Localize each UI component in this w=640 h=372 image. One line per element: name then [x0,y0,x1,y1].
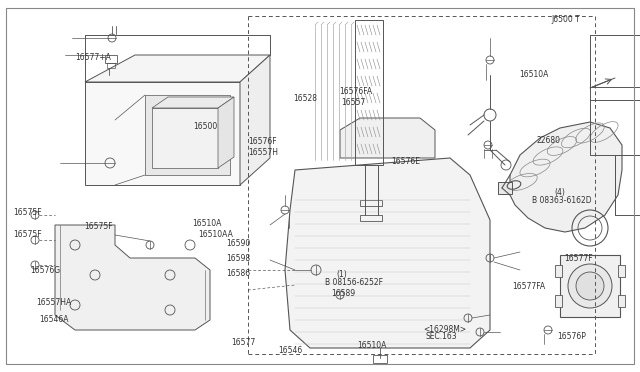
Polygon shape [240,55,270,185]
Text: 16575F: 16575F [84,222,113,231]
Text: 16575F: 16575F [13,230,42,239]
Circle shape [576,272,604,300]
Polygon shape [340,118,435,158]
Bar [360,200,382,206]
Text: (4): (4) [554,188,565,197]
Bar [590,100,640,155]
Text: 16589: 16589 [332,289,356,298]
Bar [615,155,640,215]
Polygon shape [152,108,218,168]
Text: B 08363-6162D: B 08363-6162D [532,196,592,205]
Text: 16577F: 16577F [564,254,593,263]
Bar [360,215,382,221]
Text: 16576F: 16576F [248,137,277,146]
Text: 16577+A: 16577+A [76,53,111,62]
Polygon shape [510,122,622,232]
Bar [355,20,383,165]
Text: 22680: 22680 [536,136,561,145]
Polygon shape [152,97,234,108]
Text: 16575F: 16575F [13,208,42,217]
Text: 16528: 16528 [293,94,317,103]
Text: 16510AA: 16510AA [198,230,233,239]
Bar [555,265,562,277]
Polygon shape [285,158,490,348]
Text: 16577FA: 16577FA [512,282,545,291]
Circle shape [568,264,612,308]
Text: 16590: 16590 [226,239,250,248]
Polygon shape [145,95,230,175]
Bar [590,35,640,87]
Text: B 08156-6252F: B 08156-6252F [325,278,383,287]
Text: 16510A: 16510A [520,70,549,79]
Text: 16546A: 16546A [40,315,69,324]
Text: SEC.163: SEC.163 [426,332,457,341]
Text: 16510A: 16510A [357,341,387,350]
Bar [373,355,387,363]
Text: 16577: 16577 [232,338,256,347]
Text: 16586: 16586 [226,269,250,278]
Text: (1): (1) [336,270,347,279]
Text: 16576FA: 16576FA [339,87,372,96]
Polygon shape [55,225,210,330]
Bar [105,55,117,63]
Bar [560,255,620,317]
Text: 16576P: 16576P [557,332,586,341]
Text: 16576G: 16576G [30,266,60,275]
Bar [107,63,115,68]
Bar [555,295,562,307]
Text: 16510A: 16510A [192,219,221,228]
Polygon shape [85,82,240,185]
Bar [618,265,625,277]
Polygon shape [85,55,270,82]
Text: 16598: 16598 [226,254,250,263]
Polygon shape [218,97,234,168]
Text: 16546: 16546 [278,346,303,355]
Text: <16298M>: <16298M> [424,325,467,334]
Text: 16500: 16500 [193,122,218,131]
Text: 16576E: 16576E [392,157,420,166]
Bar [498,182,512,194]
Text: 16557H: 16557H [248,148,278,157]
Bar [618,295,625,307]
Text: 16557: 16557 [341,98,365,107]
Text: J6500 T: J6500 T [552,15,580,24]
Text: 16557HA: 16557HA [36,298,72,307]
